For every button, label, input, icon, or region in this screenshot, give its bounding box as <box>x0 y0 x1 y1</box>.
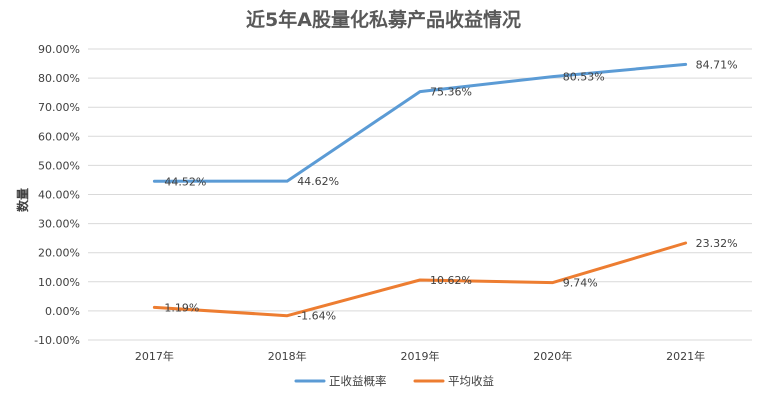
x-tick-label: 2021年 <box>666 349 705 363</box>
x-tick-label: 2017年 <box>135 349 174 363</box>
y-tick-label: 70.00% <box>38 101 80 114</box>
y-tick-label: 50.00% <box>38 159 80 172</box>
data-label: 44.62% <box>297 175 339 188</box>
data-labels: 44.52% 44.62% 75.36% 80.53% 84.71% 1.19% -1.64… <box>164 58 737 322</box>
legend: 正收益概率 平均收益 <box>294 374 494 388</box>
x-tick-label: 2018年 <box>268 349 307 363</box>
series-line-0 <box>152 62 688 183</box>
y-tick-label: 10.00% <box>38 276 80 289</box>
x-axis-ticks: 2017年 2018年 2019年 2020年 2021年 <box>135 349 705 363</box>
data-label: 1.19% <box>164 301 199 314</box>
data-label: 9.74% <box>563 277 598 290</box>
data-label: 23.32% <box>696 237 738 250</box>
series-lines <box>152 62 688 318</box>
y-axis-ticks: -10.00% 0.00% 10.00% 20.00% 30.00% 40.00% 50.0… <box>34 43 80 347</box>
data-label: 80.53% <box>563 71 605 84</box>
legend-entry: 正收益概率 <box>329 374 387 388</box>
y-tick-label: 60.00% <box>38 130 80 143</box>
y-tick-label: 30.00% <box>38 218 80 231</box>
data-label: 10.62% <box>430 274 472 287</box>
x-tick-label: 2019年 <box>401 349 440 363</box>
data-label: 75.36% <box>430 86 472 99</box>
x-tick-label: 2020年 <box>533 349 572 363</box>
y-tick-label: 0.00% <box>45 305 80 318</box>
series-line-1 <box>152 241 688 318</box>
data-label: 84.71% <box>696 58 738 71</box>
data-label: -1.64% <box>297 310 336 323</box>
y-tick-label: 80.00% <box>38 72 80 85</box>
y-tick-label: 20.00% <box>38 247 80 260</box>
chart-title: 近5年A股量化私募产品收益情况 <box>246 8 521 31</box>
data-label: 44.52% <box>164 175 206 188</box>
y-tick-label: -10.00% <box>34 334 80 347</box>
legend-entry: 平均收益 <box>448 374 494 388</box>
y-tick-label: 40.00% <box>38 189 80 202</box>
y-tick-label: 90.00% <box>38 43 80 56</box>
y-axis-label: 数量 <box>15 188 30 212</box>
